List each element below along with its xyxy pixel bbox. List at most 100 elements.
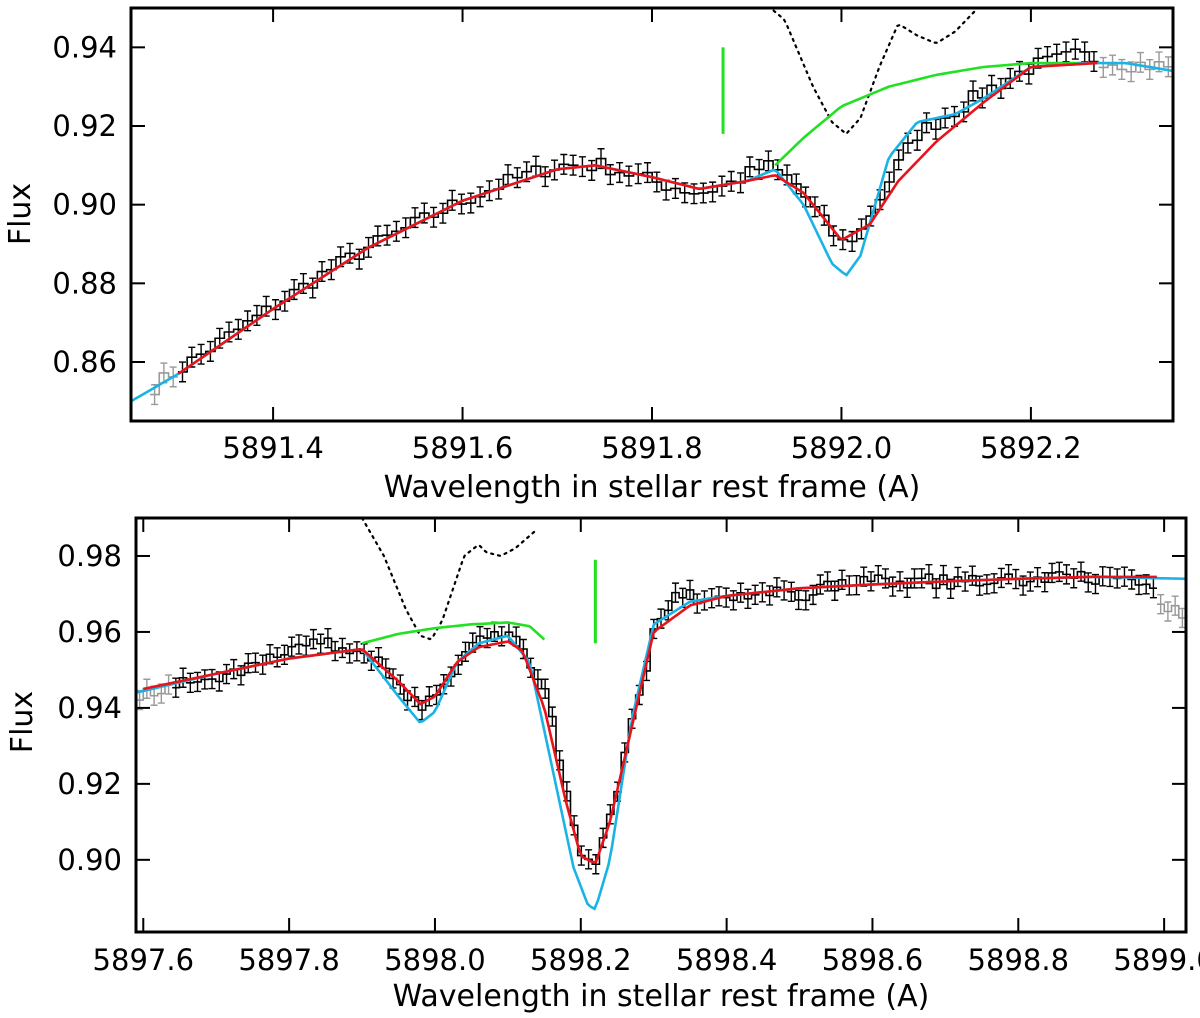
- data-point-errorbar: [179, 667, 187, 688]
- data-steps-excluded: [149, 61, 1173, 396]
- data-point-errorbar: [201, 669, 209, 690]
- data-point-errorbar: [831, 580, 839, 601]
- data-point-errorbar: [461, 641, 469, 662]
- continuum-line-green: [774, 61, 1079, 167]
- data-point-errorbar: [686, 579, 694, 601]
- data-point-errorbar: [802, 590, 810, 611]
- data-point-errorbar: [925, 564, 933, 585]
- data-point-errorbar: [324, 627, 332, 649]
- data-point-errorbar: [722, 587, 730, 608]
- data-point-errorbar: [816, 574, 824, 595]
- panel-top: 5891.4 5891.6 5891.8 5892.0 5892.2 0.86 0.88 0.…: [3, 6, 1175, 505]
- data-point-errorbar: [1006, 67, 1014, 89]
- data-point-errorbar: [569, 154, 577, 176]
- data-point-errorbar: [1026, 571, 1034, 592]
- data-point-errorbar: [913, 129, 921, 151]
- data-point-errorbar: [272, 299, 279, 321]
- data-point-errorbar: [625, 165, 633, 187]
- data-point-errorbar: [338, 637, 346, 659]
- data-point-errorbar: [795, 589, 803, 611]
- data-point-errorbar: [1090, 50, 1098, 73]
- y-tick-label: 0.94: [57, 691, 122, 725]
- x-tick-label: 5891.6: [412, 431, 513, 465]
- y-tick-label: 0.88: [52, 266, 117, 300]
- data-point-errorbar: [997, 567, 1005, 589]
- plot-frame: [129, 6, 1175, 423]
- data-point-errorbar: [954, 566, 962, 588]
- data-point-errorbar: [458, 193, 466, 215]
- data-point-errorbar: [737, 582, 745, 603]
- data-point-errorbar: [983, 574, 991, 595]
- data-point-errorbar: [903, 577, 911, 598]
- data-point-errorbar: [746, 156, 754, 178]
- data-point-errorbar: [253, 304, 261, 326]
- data-point-errorbar: [383, 224, 391, 246]
- plot-frame: [134, 516, 1188, 934]
- y-tick-label: 0.86: [52, 345, 117, 379]
- data-steps-included: [177, 48, 1099, 373]
- data-point-errorbar: [773, 577, 781, 598]
- y-tick-label: 0.98: [57, 539, 122, 573]
- continuum-line-green: [361, 621, 546, 645]
- plot-area: [131, 8, 1173, 406]
- data-point-errorbar: [541, 166, 549, 188]
- data-point-errorbar: [941, 107, 949, 129]
- data-point-errorbar: [1041, 572, 1049, 593]
- data-point-errorbar: [653, 171, 661, 193]
- data-point-errorbar: [186, 672, 194, 693]
- absorption-profile-dotted: [768, 8, 976, 136]
- x-tick-label: 5891.8: [601, 431, 702, 465]
- x-tick-label: 5897.8: [238, 943, 339, 977]
- data-point-errorbar: [990, 573, 998, 594]
- data-point-errorbar: [234, 318, 242, 340]
- data-point-errorbar: [1063, 564, 1071, 585]
- data-point-errorbar: [1109, 54, 1117, 76]
- data-point-errorbar: [1171, 595, 1179, 616]
- data-point-errorbar: [425, 686, 433, 707]
- y-tick-label: 0.90: [52, 188, 117, 222]
- y-axis-label: Flux: [3, 183, 38, 245]
- data-point-errorbar: [194, 671, 202, 693]
- data-point-errorbar: [896, 571, 904, 592]
- data-point-errorbar: [918, 568, 926, 589]
- data-point-errorbar: [1062, 41, 1070, 63]
- data-point-errorbar: [727, 170, 735, 192]
- data-point-errorbar: [1146, 58, 1154, 81]
- data-point-errorbar: [280, 644, 288, 665]
- data-point-errorbar: [709, 181, 717, 203]
- data-point-errorbar: [454, 654, 462, 675]
- data-point-errorbar: [1164, 56, 1172, 78]
- absorption-profile-dotted: [360, 518, 539, 641]
- data-point-errorbar: [766, 585, 774, 606]
- y-tick-label: 0.92: [57, 767, 122, 801]
- data-point-errorbar: [969, 80, 977, 102]
- panel-bottom: 5897.6 5897.8 5898.0 5898.2 5898.4 5898.6 5898…: [5, 516, 1200, 1014]
- data-point-errorbar: [223, 663, 231, 685]
- model-line-cyan: [131, 61, 1173, 403]
- data-steps-included: [172, 570, 1158, 866]
- data-point-errorbar: [1099, 56, 1107, 78]
- data-point-errorbar: [889, 576, 897, 597]
- data-point-errorbar: [1136, 51, 1144, 73]
- data-point-errorbar: [787, 581, 795, 602]
- x-tick-label: 5891.4: [222, 431, 323, 465]
- data-point-errorbar: [197, 343, 205, 365]
- data-point-errorbar: [251, 652, 259, 673]
- x-tick-label: 5892.0: [791, 431, 892, 465]
- data-point-errorbar: [288, 636, 296, 657]
- data-point-errorbar: [644, 162, 652, 184]
- y-tick-label: 0.96: [57, 615, 122, 649]
- data-point-errorbar: [309, 277, 317, 299]
- data-point-errorbar: [295, 634, 303, 655]
- data-point-errorbar: [1164, 601, 1172, 622]
- data-point-errorbar: [588, 159, 596, 181]
- x-tick-label: 5898.6: [822, 943, 923, 977]
- data-point-errorbar: [923, 112, 931, 134]
- x-tick-label: 5899.0: [1113, 943, 1200, 977]
- data-point-errorbar: [244, 652, 252, 674]
- data-point-errorbar: [968, 565, 976, 586]
- y-tick-label: 0.90: [57, 843, 122, 877]
- data-point-errorbar: [1128, 569, 1136, 590]
- data-points: [136, 561, 1186, 875]
